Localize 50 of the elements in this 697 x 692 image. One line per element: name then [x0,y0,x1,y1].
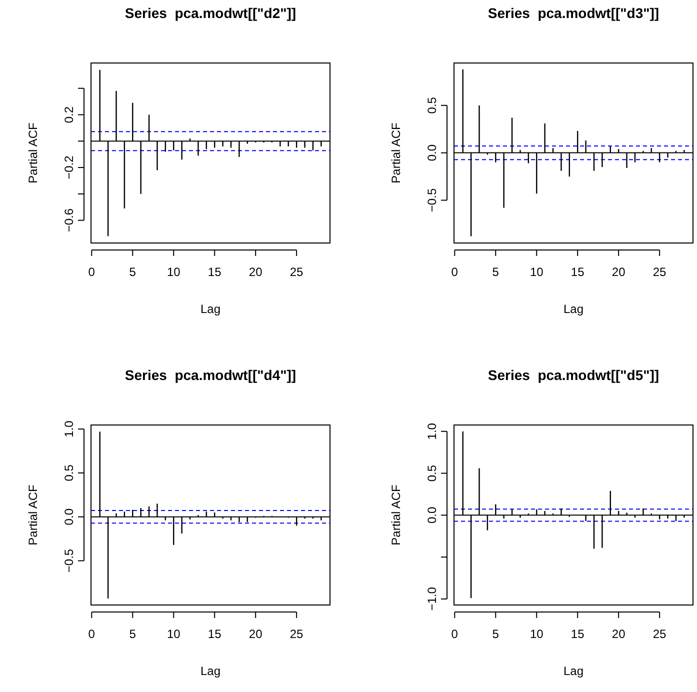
y-tick-label: 0.2 [62,106,76,124]
x-tick-label: 20 [612,264,626,279]
x-tick-label: 20 [612,626,626,641]
x-tick-label: 5 [129,264,136,279]
y-axis-title: Partial ACF [26,122,40,184]
x-tick-label: 5 [129,626,136,641]
x-tick-label: 25 [290,626,304,641]
y-tick-label: 1.0 [425,422,439,440]
y-tick-label: 0.5 [425,96,439,114]
x-tick-label: 10 [166,264,181,279]
x-axis-title: Lag [200,664,221,678]
x-tick-label: 25 [290,264,304,279]
y-axis-title: Partial ACF [389,484,403,546]
y-axis-title: Partial ACF [389,122,403,184]
chart-title: Series pca.modwt[["d4"]] [124,367,296,383]
y-tick-label: 0.0 [425,506,439,524]
y-tick-label: 0.0 [425,144,439,162]
chart-title: Series pca.modwt[["d2"]] [124,5,296,21]
x-tick-label: 15 [570,626,585,641]
y-tick-label: −1.0 [425,586,439,611]
y-tick-label: −0.5 [425,188,439,212]
x-axis-title: Lag [200,302,221,316]
y-tick-label: −0.6 [62,208,76,232]
y-tick-label: 0.5 [62,464,76,482]
x-tick-label: 10 [530,264,544,279]
chart-title: Series pca.modwt[["d3"]] [488,5,660,21]
x-tick-label: 10 [530,626,544,641]
x-tick-label: 20 [248,626,263,641]
x-axis-title: Lag [563,664,584,678]
x-tick-label: 25 [652,626,667,641]
y-tick-label: 0.5 [425,464,439,482]
y-tick-label: −0.2 [62,155,76,180]
x-tick-label: 5 [492,264,500,279]
x-tick-label: 0 [88,626,96,641]
chart-title: Series pca.modwt[["d5"]] [488,367,660,383]
y-axis-title: Partial ACF [26,484,40,546]
x-tick-label: 15 [570,264,585,279]
x-tick-label: 0 [451,264,458,279]
y-tick-label: −0.5 [62,548,76,573]
y-tick-label: 0.0 [62,508,76,526]
x-tick-label: 0 [451,626,458,641]
x-tick-label: 0 [88,264,96,279]
x-axis-title: Lag [563,302,584,316]
x-tick-label: 20 [248,264,263,279]
y-tick-label: 1.0 [62,420,76,438]
x-tick-label: 25 [652,264,667,279]
x-tick-label: 10 [166,626,181,641]
x-tick-label: 15 [208,626,222,641]
x-tick-label: 15 [208,264,222,279]
x-tick-label: 5 [492,626,500,641]
